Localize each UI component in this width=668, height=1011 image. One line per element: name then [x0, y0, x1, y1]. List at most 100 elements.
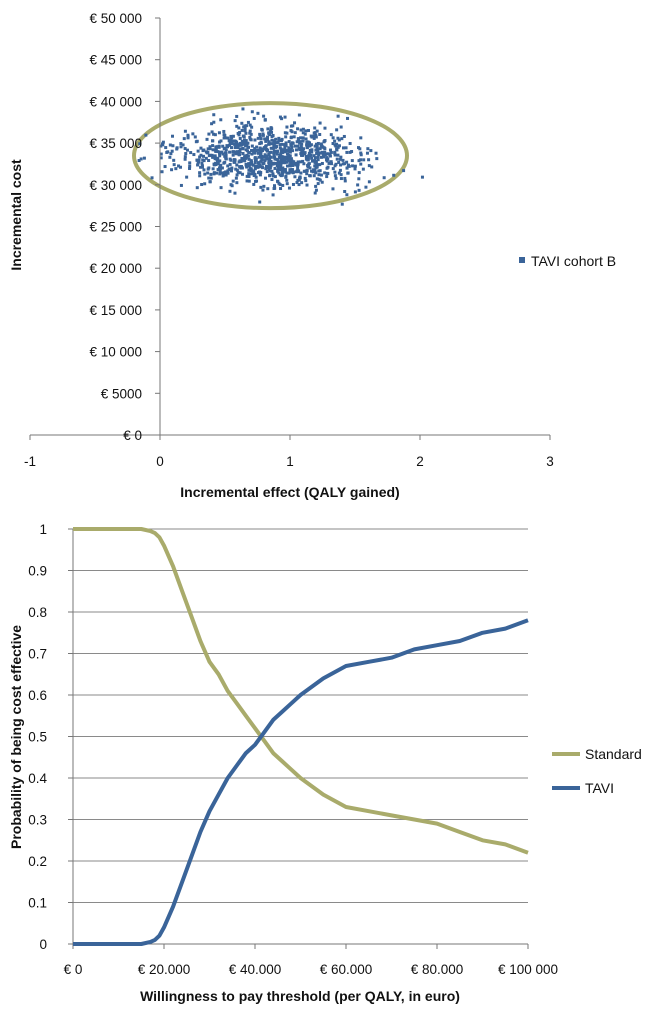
scatter-point [191, 132, 195, 136]
scatter-point [289, 124, 293, 128]
scatter-point [338, 157, 342, 161]
scatter-point [239, 166, 243, 170]
scatter-point [168, 155, 172, 159]
scatter-point [238, 150, 242, 154]
scatter-point [240, 172, 244, 176]
scatter-point [280, 117, 284, 121]
scatter-point [186, 135, 190, 139]
scatter-point [314, 135, 318, 139]
scatter-point [310, 150, 314, 154]
scatter-point [270, 138, 274, 142]
scatter-point [265, 170, 269, 174]
scatter-point [252, 173, 256, 177]
scatter-point [206, 150, 210, 154]
scatter-point [359, 151, 363, 155]
scatter-point [279, 187, 283, 191]
scatter-point [337, 144, 341, 148]
scatter-point [219, 186, 223, 190]
scatter-point [317, 153, 321, 157]
scatter-point [256, 161, 260, 165]
scatter-point [189, 151, 193, 155]
scatter-point [244, 164, 248, 168]
scatter-point [339, 155, 343, 159]
scatter-point [269, 146, 273, 150]
scatter-point [288, 147, 292, 151]
scatter-point [241, 152, 245, 156]
scatter-point [289, 136, 293, 140]
scatter-point [323, 150, 327, 154]
scatter-point [228, 143, 232, 147]
scatter-point [366, 147, 370, 151]
acceptability-x-tick-labels: € 0 € 20.000 € 40.000 € 60.000 € 80.000 € 100… [64, 962, 558, 977]
scatter-legend-marker [519, 257, 525, 263]
scatter-point [241, 141, 245, 145]
scatter-point [174, 167, 178, 171]
scatter-point [276, 180, 280, 184]
scatter-point [256, 165, 260, 169]
scatter-point [313, 131, 317, 135]
scatter-point [296, 166, 300, 170]
scatter-point [224, 151, 228, 155]
scatter-point [303, 176, 307, 180]
scatter-point [328, 153, 332, 157]
scatter-point [277, 181, 281, 185]
scatter-point [268, 166, 272, 170]
scatter-point [310, 156, 314, 160]
scatter-point [201, 158, 205, 162]
scatter-point [235, 140, 239, 144]
scatter-point [218, 172, 222, 176]
scatter-point [317, 173, 321, 177]
scatter-point [258, 142, 262, 146]
scatter-point [308, 174, 312, 178]
scatter-point [256, 111, 260, 115]
scatter-point [305, 140, 309, 144]
scatter-point [314, 171, 318, 175]
scatter-point [269, 155, 273, 159]
scatter-point [359, 158, 363, 162]
scatter-point [348, 150, 352, 154]
scatter-point [341, 146, 345, 150]
scatter-point [318, 163, 322, 167]
scatter-point [252, 148, 256, 152]
scatter-point [168, 143, 172, 147]
scatter-point [245, 124, 249, 128]
scatter-point [229, 183, 233, 187]
scatter-point [284, 170, 288, 174]
scatter-point [278, 115, 282, 119]
scatter-point [277, 136, 281, 140]
scatter-point [350, 159, 354, 163]
scatter-point [314, 148, 318, 152]
scatter-point [362, 158, 366, 162]
scatter-point [296, 127, 300, 131]
scatter-point [236, 146, 240, 150]
scatter-point [329, 150, 333, 154]
scatter-point [268, 150, 272, 154]
scatter-point [293, 131, 297, 135]
scatter-point [318, 169, 322, 173]
scatter-point [310, 159, 314, 163]
scatter-point [291, 141, 295, 145]
scatter-point [317, 177, 321, 181]
scatter-point [182, 137, 186, 141]
scatter-point [243, 124, 247, 128]
scatter-point [214, 147, 218, 151]
scatter-point [302, 162, 306, 166]
acceptability-chart: 0 0.1 0.2 0.3 0.4 0.5 0.6 0.7 0.8 0.9 1 € 0 € 20.00… [8, 522, 642, 1004]
scatter-point [220, 171, 224, 175]
scatter-point [267, 163, 271, 167]
scatter-point [231, 179, 235, 183]
scatter-point [296, 160, 300, 164]
scatter-point [313, 191, 317, 195]
scatter-point [224, 148, 228, 152]
scatter-x-tick-label: 1 [286, 454, 294, 469]
scatter-point [216, 168, 220, 172]
scatter-point [269, 126, 273, 130]
scatter-point [314, 142, 318, 146]
scatter-point [310, 169, 314, 173]
scatter-point [275, 163, 279, 167]
scatter-point [313, 144, 317, 148]
scatter-point [246, 120, 250, 124]
scatter-point [183, 129, 187, 133]
scatter-point [280, 169, 284, 173]
scatter-point [195, 186, 199, 190]
